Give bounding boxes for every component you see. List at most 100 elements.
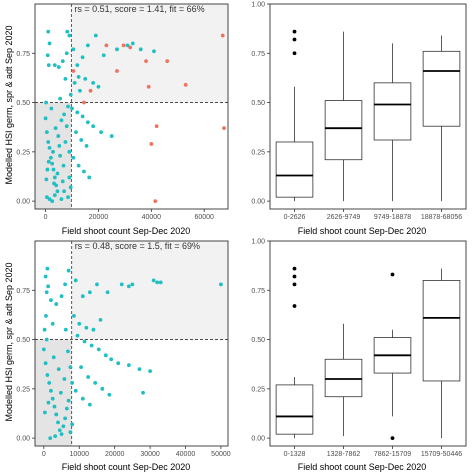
- bottom-scatter-point-teal: [43, 274, 48, 279]
- top-scatter-point-teal: [47, 145, 52, 150]
- bottom-scatter-point-teal: [79, 365, 83, 370]
- top-scatter-point-teal: [63, 77, 68, 81]
- top-scatter-point-teal: [44, 195, 49, 200]
- x-axis-label-top: Field shoot count Sep-Dec 2020: [62, 226, 191, 236]
- bottom-scatter-y-tick-label: 0.50: [16, 337, 30, 344]
- top-scatter-point-salmon: [183, 82, 188, 87]
- top-scatter-point-teal: [67, 149, 72, 154]
- bottom-scatter-point-teal: [49, 388, 53, 393]
- top-scatter-point-teal: [57, 144, 62, 148]
- top-scatter-point-salmon: [220, 33, 225, 38]
- top-box-y-tick-label: 1.00: [251, 2, 265, 9]
- bottom-scatter-point-teal: [50, 321, 55, 326]
- bottom-scatter-x-tick-label: 0: [42, 451, 46, 458]
- bottom-scatter-point-teal: [51, 355, 56, 360]
- bottom-scatter-point-teal: [66, 349, 70, 354]
- top-scatter-point-teal: [55, 171, 60, 176]
- bottom-scatter-x-tick-label: 50000: [211, 451, 231, 458]
- top-scatter-point-teal: [56, 65, 61, 69]
- top-scatter-point-teal: [83, 77, 88, 81]
- bottom-scatter-point-teal: [219, 282, 223, 287]
- bottom-scatter-point-teal: [126, 363, 131, 368]
- top-scatter-point-teal: [85, 120, 90, 125]
- top-scatter-point-teal: [44, 130, 49, 135]
- bottom-scatter-point-teal: [68, 430, 73, 435]
- x-axis-label-bottom: Field shoot count Sep-Dec 2020: [62, 462, 191, 472]
- bottom-scatter-point-teal: [43, 361, 48, 366]
- bottom-scatter-point-teal: [59, 294, 64, 299]
- top-scatter-point-teal: [58, 96, 63, 101]
- bottom-scatter-point-teal: [148, 369, 152, 373]
- bottom-scatter-point-teal: [48, 436, 53, 441]
- bottom-scatter-point-teal: [86, 375, 91, 379]
- top-box-y-tick-label: 0.50: [251, 100, 265, 107]
- bottom-scatter-point-teal: [63, 327, 68, 332]
- top-scatter-point-teal: [82, 169, 86, 174]
- top-box-y-tick-label: 0.00: [251, 199, 265, 206]
- top-box-category-label: 0-2626: [284, 214, 306, 221]
- bottom-scatter-point-teal: [80, 294, 85, 299]
- top-scatter-point-teal: [58, 153, 63, 158]
- bottom-scatter-point-teal: [44, 337, 49, 342]
- bottom-scatter-point-teal: [47, 381, 52, 385]
- bottom-scatter-point-teal: [73, 388, 78, 393]
- boxplot-panel-top: Field shoot count Sep-Dec 2020 0-2626 262…: [251, 2, 467, 236]
- top-scatter-point-teal: [75, 110, 80, 115]
- top-box-frame: [269, 3, 467, 210]
- bottom-box-box: [324, 358, 363, 398]
- bottom-scatter-point-teal: [109, 357, 114, 362]
- bottom-scatter-point-teal: [100, 386, 105, 391]
- top-scatter-point-salmon: [121, 43, 126, 48]
- bottom-scatter-point-teal: [89, 343, 94, 348]
- top-scatter-point-teal: [66, 195, 70, 200]
- top-scatter-point-teal: [48, 155, 53, 160]
- top-scatter-point-teal: [87, 175, 92, 180]
- top-scatter-point-teal: [85, 43, 90, 48]
- top-box-box: [275, 141, 314, 198]
- top-scatter-point-teal: [75, 63, 80, 68]
- y-axis-label-bottom: Modelled HSI germ, spr & adt Sep 2020: [4, 262, 14, 421]
- top-scatter-point-teal: [52, 175, 57, 180]
- bottom-scatter-point-teal: [52, 404, 57, 409]
- bottom-scatter-y-tick-label: 0.75: [16, 288, 30, 295]
- top-box-y-tick-label: 0.75: [251, 51, 265, 58]
- bottom-scatter-point-teal: [49, 298, 53, 303]
- bottom-box-outlier: [292, 304, 297, 308]
- top-scatter-point-teal: [51, 167, 56, 172]
- bottom-scatter-point-teal: [54, 412, 59, 417]
- bottom-scatter-point-teal: [56, 367, 61, 372]
- top-scatter-point-salmon: [165, 59, 170, 64]
- bottom-scatter-point-teal: [63, 416, 68, 421]
- bottom-scatter-point-teal: [66, 268, 71, 273]
- top-scatter-point-teal: [52, 193, 57, 198]
- bottom-scatter-point-teal: [103, 353, 108, 358]
- top-scatter-point-teal: [66, 104, 70, 109]
- bottom-scatter-point-teal: [80, 396, 85, 401]
- top-scatter-point-teal: [138, 47, 143, 52]
- bottom-scatter-y-tick-label: 0.25: [16, 386, 30, 393]
- bottom-scatter-point-teal: [58, 390, 63, 395]
- bottom-scatter-point-teal: [105, 290, 110, 295]
- top-scatter-x-tick-label: 20000: [89, 214, 109, 221]
- bottom-scatter-point-teal: [45, 373, 50, 377]
- top-scatter-point-teal: [45, 167, 50, 172]
- bottom-scatter-x-tick-label: 30000: [140, 451, 160, 458]
- top-scatter-point-teal: [74, 130, 78, 135]
- x-axis-label-bottom-right: Field shoot count Sep-Dec 2020: [298, 462, 427, 472]
- bottom-scatter-point-teal: [155, 280, 160, 285]
- top-scatter-point-teal: [56, 134, 61, 138]
- scatter-panel-top: Modelled HSI germ, spr & adt Sep 2020 Fi…: [4, 3, 229, 236]
- top-scatter-point-salmon: [153, 199, 158, 204]
- top-scatter-point-teal: [79, 138, 84, 142]
- top-scatter-point-salmon: [115, 69, 119, 73]
- bottom-scatter-point-teal: [75, 333, 80, 338]
- top-scatter-point-teal: [93, 33, 98, 38]
- top-scatter-point-teal: [64, 51, 69, 56]
- top-scatter-point-salmon: [82, 100, 86, 105]
- top-scatter-point-salmon: [154, 124, 159, 129]
- top-scatter-point-teal: [115, 47, 119, 52]
- bottom-scatter-point-teal: [44, 290, 49, 295]
- top-scatter-point-teal: [60, 59, 65, 64]
- top-scatter-y-tick-label: 0.25: [16, 149, 30, 156]
